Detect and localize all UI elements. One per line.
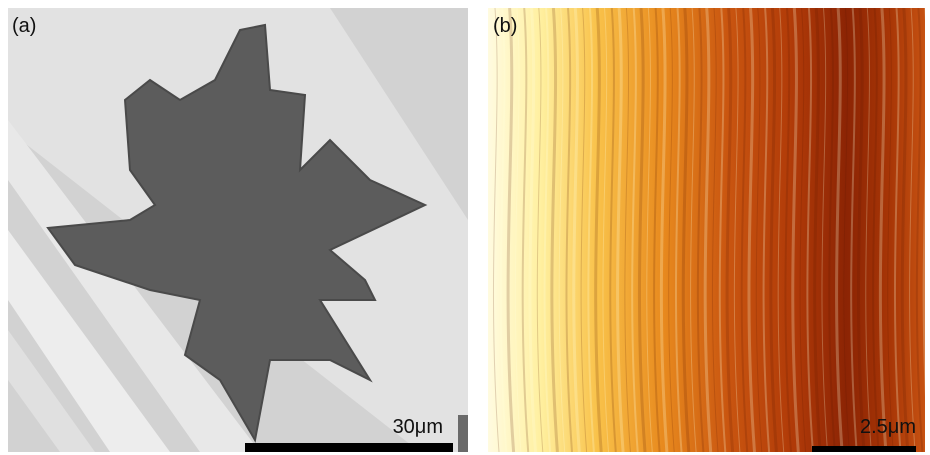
panel-a: (a) 30μm xyxy=(8,8,468,452)
scale-bar xyxy=(812,446,916,452)
scale-bar-label: 30μm xyxy=(393,416,443,438)
streak xyxy=(924,8,930,452)
edge-fragment xyxy=(458,415,468,452)
scale-bar xyxy=(245,443,453,452)
panel-b: (b) 2.5μm xyxy=(488,8,930,452)
panel-label: (b) xyxy=(493,15,517,37)
scale-bar-label: 2.5μm xyxy=(860,416,916,438)
panel-label: (a) xyxy=(12,15,36,37)
figure: (a) 30μm (b) 2.5μm xyxy=(0,0,930,455)
